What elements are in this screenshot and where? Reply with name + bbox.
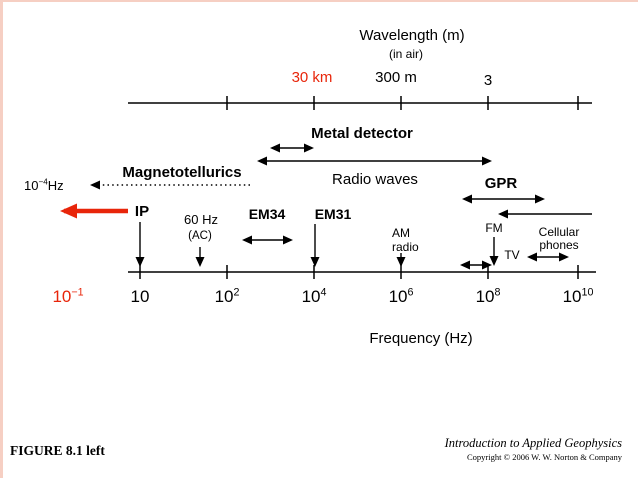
- wavelength-axis-title: Wavelength (m): [359, 27, 465, 44]
- frequency-tick-label: 104: [301, 286, 327, 306]
- frequency-axis-title: Frequency (Hz): [369, 330, 473, 347]
- publisher-credit: Introduction to Applied Geophysics Copyr…: [445, 436, 622, 462]
- gpr-label: GPR: [484, 175, 518, 192]
- frequency-tick-label: 106: [388, 286, 414, 306]
- figure-caption: FIGURE 8.1 left: [10, 443, 105, 458]
- em31-label: EM31: [314, 206, 352, 222]
- wavelength-tick-label-300m: 300 m: [375, 69, 417, 86]
- page-edge-artifact-left: [0, 0, 3, 478]
- frequency-tick-label: 1010: [562, 286, 594, 306]
- magnetotellurics-frequency-label: 10−4Hz: [24, 178, 64, 193]
- magnetotellurics-label: Magnetotellurics: [122, 164, 242, 181]
- credit-book-title: Introduction to Applied Geophysics: [444, 436, 622, 450]
- power-60hz-label: 60 Hz: [184, 212, 218, 227]
- metal-detector-label: Metal detector: [311, 125, 413, 142]
- radio-waves-label: Radio waves: [332, 171, 418, 188]
- page-edge-artifact-top: [0, 0, 638, 2]
- wavelength-axis-subtitle: (in air): [388, 47, 424, 61]
- ip-label: IP: [134, 203, 150, 220]
- mt-freq-exponent: −4: [38, 177, 48, 187]
- frequency-tick-label: 10−1: [52, 286, 84, 306]
- em34-label: EM34: [248, 206, 286, 222]
- cellular-phones-label: Cellular phones: [538, 225, 580, 252]
- frequency-tick-label: 10: [130, 287, 150, 306]
- wavelength-tick-label-3: 3: [483, 72, 493, 89]
- frequency-tick-label: 102: [214, 286, 240, 306]
- power-ac-label: (AC): [188, 230, 212, 242]
- frequency-tick-label: 108: [475, 286, 501, 306]
- tv-label: TV: [504, 248, 520, 262]
- mt-freq-base: 10: [24, 178, 39, 193]
- fm-label: FM: [485, 221, 503, 235]
- mt-freq-unit: Hz: [47, 178, 64, 193]
- credit-copyright: Copyright © 2006 W. W. Norton & Company: [467, 452, 622, 462]
- wavelength-tick-label-30km: 30 km: [291, 69, 333, 86]
- am-radio-label: AM radio: [392, 226, 419, 254]
